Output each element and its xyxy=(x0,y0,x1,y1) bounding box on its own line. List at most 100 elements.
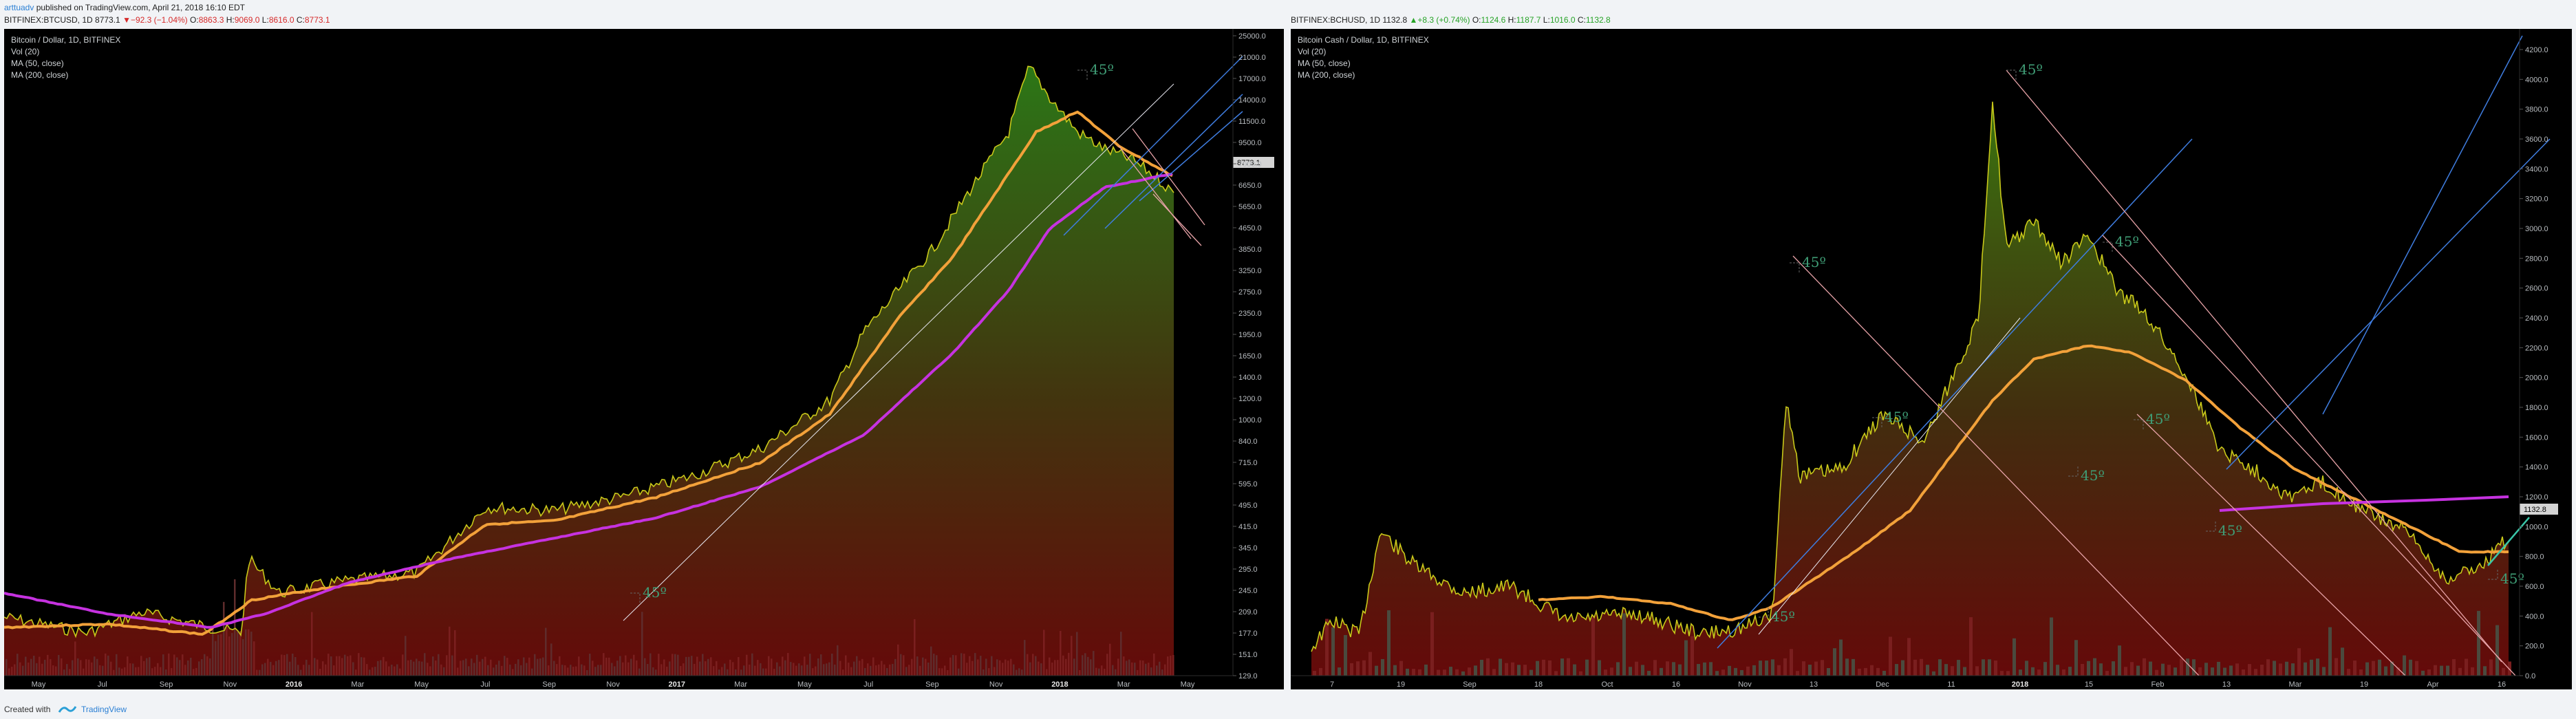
volume-bar xyxy=(94,656,96,676)
study-ma200[interactable]: MA (200, close) xyxy=(1298,70,1355,80)
volume-bar xyxy=(2037,669,2041,676)
volume-bar xyxy=(1969,617,1973,676)
volume-bar xyxy=(1051,662,1053,676)
volume-bar xyxy=(559,656,561,676)
volume-bar xyxy=(2279,663,2282,676)
volume-bar xyxy=(190,657,192,676)
bch-chart-panel[interactable]: 45º 45º 45º 45º 45º 45º 45º 45º 45º 1132.8 4200.0… xyxy=(1291,29,2572,689)
volume-bar xyxy=(281,654,283,676)
volume-bar xyxy=(1684,640,1688,676)
trend-line-pink xyxy=(1152,193,1202,246)
volume-bar xyxy=(28,662,30,676)
volume-bar xyxy=(1548,660,1552,676)
btc-time-axis[interactable]: May Jul Sep Nov 2016 Mar May Jul Sep Nov 2017 Mar Ma… xyxy=(32,680,1195,689)
volume-bar xyxy=(1424,664,1428,676)
volume-bar xyxy=(226,626,228,676)
volume-bar xyxy=(1007,661,1009,676)
volume-bar xyxy=(2304,662,2307,676)
volume-bar xyxy=(969,656,971,676)
volume-bar xyxy=(556,664,558,676)
chart-title: Bitcoin Cash / Dollar, 1D, BITFINEX xyxy=(1298,35,1429,45)
volume-bar xyxy=(1112,665,1114,676)
bch-chart[interactable]: 45º 45º 45º 45º 45º 45º 45º 45º 45º 1132.8 4200.0… xyxy=(1291,29,2572,689)
price-tick-label: 200.0 xyxy=(2525,643,2544,651)
l-label: L: xyxy=(1543,15,1550,25)
volume-bar xyxy=(517,659,519,676)
volume-bar xyxy=(738,656,740,676)
volume-bar xyxy=(1167,656,1169,676)
volume-bar xyxy=(1994,661,1997,676)
price-tick-label: 1400.0 xyxy=(2525,464,2548,472)
volume-bar xyxy=(779,666,781,676)
volume-bar xyxy=(1790,649,1793,676)
volume-bar xyxy=(1016,669,1018,676)
author-link[interactable]: arttuadv xyxy=(4,3,34,12)
volume-bar xyxy=(201,659,203,676)
volume-bar xyxy=(1486,658,1490,676)
volume-bar xyxy=(2440,665,2443,676)
study-vol[interactable]: Vol (20) xyxy=(1298,47,1327,56)
volume-bar xyxy=(1079,669,1081,676)
volume-bar xyxy=(718,669,720,676)
volume-bar xyxy=(1554,671,1558,676)
volume-bar xyxy=(319,668,321,676)
volume-bar xyxy=(1666,661,1669,676)
bch-price-axis[interactable]: 4200.0 4000.0 3800.0 3600.0 3400.0 3200.0 3000… xyxy=(2520,46,2548,680)
volume-bar xyxy=(179,660,181,676)
trend-line-blue xyxy=(2226,138,2551,470)
o-value: 8863.3 xyxy=(198,15,224,25)
volume-bar xyxy=(908,665,910,676)
volume-bar xyxy=(988,668,990,676)
bch-time-axis[interactable]: 7 19 Sep 18 Oct 16 Nov 13 Dec 11 2018 15 Feb 13 Mar 19 A… xyxy=(1330,680,2506,689)
angle-label: 45º xyxy=(2146,411,2170,427)
volume-bar xyxy=(132,663,134,676)
btc-price-axis[interactable]: 25000.0 21000.0 17000.0 14000.0 11500.0 9500.… xyxy=(1233,32,1266,680)
l-value: 1016.0 xyxy=(1549,15,1576,25)
bch-plot-area[interactable]: 45º 45º 45º 45º 45º 45º 45º 45º 45º 1132.8 xyxy=(1311,35,2558,676)
volume-bar xyxy=(1418,669,1421,676)
volume-bar xyxy=(1858,668,1861,676)
study-vol[interactable]: Vol (20) xyxy=(11,47,40,56)
study-ma50[interactable]: MA (50, close) xyxy=(11,58,64,68)
volume-bar xyxy=(1672,662,1675,676)
volume-bar xyxy=(1604,669,1607,676)
volume-bar xyxy=(2074,640,2078,676)
volume-bar xyxy=(608,657,610,676)
btc-chart[interactable]: 45º 45º 8773.1 25000.0 21000.0 17000.0 14000.… xyxy=(4,29,1284,689)
btc-plot-area[interactable]: 45º 45º 8773.1 xyxy=(4,56,1274,676)
volume-bar xyxy=(757,660,759,676)
volume-bar xyxy=(242,638,244,676)
price-badge-label: 1132.8 xyxy=(2524,506,2546,514)
volume-bar xyxy=(22,665,24,676)
volume-bar xyxy=(402,654,404,676)
volume-bar xyxy=(294,657,297,676)
volume-bar xyxy=(2353,661,2357,676)
volume-bar xyxy=(746,654,748,676)
volume-bar xyxy=(1035,656,1037,676)
tradingview-link[interactable]: TradingView xyxy=(81,705,127,714)
price-tick-label: 3400.0 xyxy=(2525,165,2548,173)
time-tick-label: Mar xyxy=(1117,680,1130,689)
volume-bar xyxy=(1131,662,1133,676)
volume-bar xyxy=(105,653,107,676)
volume-bar xyxy=(504,656,506,676)
h-value: 9069.0 xyxy=(234,15,260,25)
volume-bar xyxy=(2118,645,2121,676)
study-ma50[interactable]: MA (50, close) xyxy=(1298,58,1351,68)
volume-bar xyxy=(812,668,814,676)
volume-bar xyxy=(650,653,652,676)
volume-bar xyxy=(1159,661,1161,676)
price-area-fill xyxy=(1311,101,2509,676)
volume-bar xyxy=(206,656,208,676)
volume-bar xyxy=(2477,610,2480,676)
study-ma200[interactable]: MA (200, close) xyxy=(11,70,69,80)
volume-bar xyxy=(165,669,167,676)
tradingview-logo-icon[interactable] xyxy=(58,704,77,717)
volume-bar xyxy=(1134,663,1136,676)
time-tick-label: Nov xyxy=(1738,680,1752,689)
volume-bar xyxy=(837,645,839,676)
volume-bar xyxy=(267,658,269,676)
time-tick-label: 7 xyxy=(1330,680,1334,689)
btc-chart-panel[interactable]: 45º 45º 8773.1 25000.0 21000.0 17000.0 14000.… xyxy=(4,29,1284,689)
ticker-change: ▼−92.3 (−1.04%) xyxy=(122,15,188,25)
